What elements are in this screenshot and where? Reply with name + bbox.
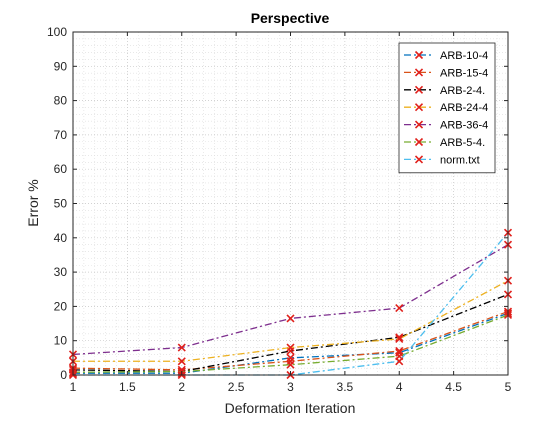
data-point-marker: [286, 314, 295, 323]
legend-marker: [414, 137, 424, 147]
data-point-marker: [286, 360, 295, 369]
data-point-marker: [177, 357, 186, 366]
marker-stroke: [395, 357, 404, 366]
marker-stroke: [286, 343, 295, 352]
legend: ARB-10-4 ARB-15-4 ARB-2-4. ARB-24-4 ARB-36-4…: [398, 42, 496, 174]
y-tick-label: 50: [54, 197, 68, 211]
marker-stroke: [414, 85, 424, 94]
series-arb-36-4: [68, 240, 513, 359]
series-layer: [68, 228, 513, 380]
data-point-marker: [395, 348, 404, 357]
x-tick-label: 4.5: [445, 380, 462, 394]
x-axis-label: Deformation Iteration: [225, 400, 356, 416]
legend-marker: [414, 120, 424, 129]
data-point-marker: [395, 304, 404, 313]
marker-stroke: [286, 360, 295, 369]
legend-marker: [414, 155, 424, 164]
y-tick-label: 90: [54, 59, 68, 73]
marker-stroke: [286, 314, 295, 323]
y-tick-label: 70: [54, 128, 68, 142]
legend-marker: [414, 68, 424, 77]
marker-stroke: [395, 304, 404, 313]
marker-stroke: [414, 120, 424, 129]
minor-grid: [73, 32, 508, 375]
legend-label: norm.txt: [440, 154, 480, 166]
data-point-marker: [395, 334, 404, 344]
y-tick-label: 40: [54, 231, 68, 245]
legend-box: [398, 42, 496, 174]
x-tick-label: 1.5: [119, 380, 136, 394]
data-point-marker: [286, 343, 295, 352]
legend-label: ARB-15-4: [440, 67, 488, 79]
marker-stroke: [414, 68, 424, 77]
legend-marker: [414, 50, 424, 60]
x-tick-label: 2: [178, 380, 185, 394]
legend-label: ARB-2-4.: [440, 85, 485, 97]
series-line: [72, 310, 509, 371]
data-point-marker: [177, 343, 186, 352]
marker-stroke: [286, 346, 295, 356]
marker-stroke: [286, 353, 295, 362]
data-point-marker: [286, 353, 295, 362]
marker-stroke: [395, 348, 404, 357]
legend-item: ARB-10-4: [404, 50, 488, 62]
x-tick-label: 1: [70, 380, 77, 394]
marker-stroke: [414, 155, 424, 164]
x-tick-label: 3: [287, 380, 294, 394]
legend-label: ARB-5-4.: [440, 137, 485, 149]
data-point-marker: [286, 357, 295, 366]
marker-stroke: [414, 50, 424, 60]
y-tick-label: 80: [54, 94, 68, 108]
legend-marker: [414, 85, 424, 94]
y-tick-label: 0: [60, 368, 67, 382]
legend-item: ARB-2-4.: [404, 85, 485, 97]
legend-label: ARB-36-4: [440, 120, 488, 132]
y-tick-label: 100: [47, 25, 67, 39]
legend-item: ARB-15-4: [404, 67, 488, 79]
y-tick-label: 10: [54, 334, 68, 348]
y-tick-label: 20: [54, 299, 68, 313]
legend-marker: [414, 103, 424, 112]
marker-stroke: [395, 334, 404, 344]
marker-stroke: [177, 357, 186, 366]
data-point-marker: [395, 357, 404, 366]
y-tick-label: 60: [54, 162, 68, 176]
x-tick-label: 4: [396, 380, 403, 394]
y-axis-label: Error %: [25, 179, 41, 226]
legend-item: ARB-36-4: [404, 120, 488, 132]
x-tick-label: 5: [505, 380, 512, 394]
series-line: [73, 312, 509, 374]
y-tick-label: 30: [54, 265, 68, 279]
legend-item: ARB-5-4.: [404, 137, 485, 149]
data-point-marker: [286, 346, 295, 356]
x-tick-label: 3.5: [337, 380, 354, 394]
chart-title: Perspective: [251, 10, 330, 26]
legend-item: norm.txt: [404, 154, 480, 166]
legend-label: ARB-10-4: [440, 50, 488, 62]
marker-stroke: [414, 103, 424, 112]
marker-stroke: [177, 343, 186, 352]
series-line: [72, 314, 509, 373]
legend-item: ARB-24-4: [404, 102, 488, 114]
marker-stroke: [414, 137, 424, 147]
marker-stroke: [286, 357, 295, 366]
x-tick-label: 2.5: [228, 380, 245, 394]
legend-label: ARB-24-4: [440, 102, 488, 114]
